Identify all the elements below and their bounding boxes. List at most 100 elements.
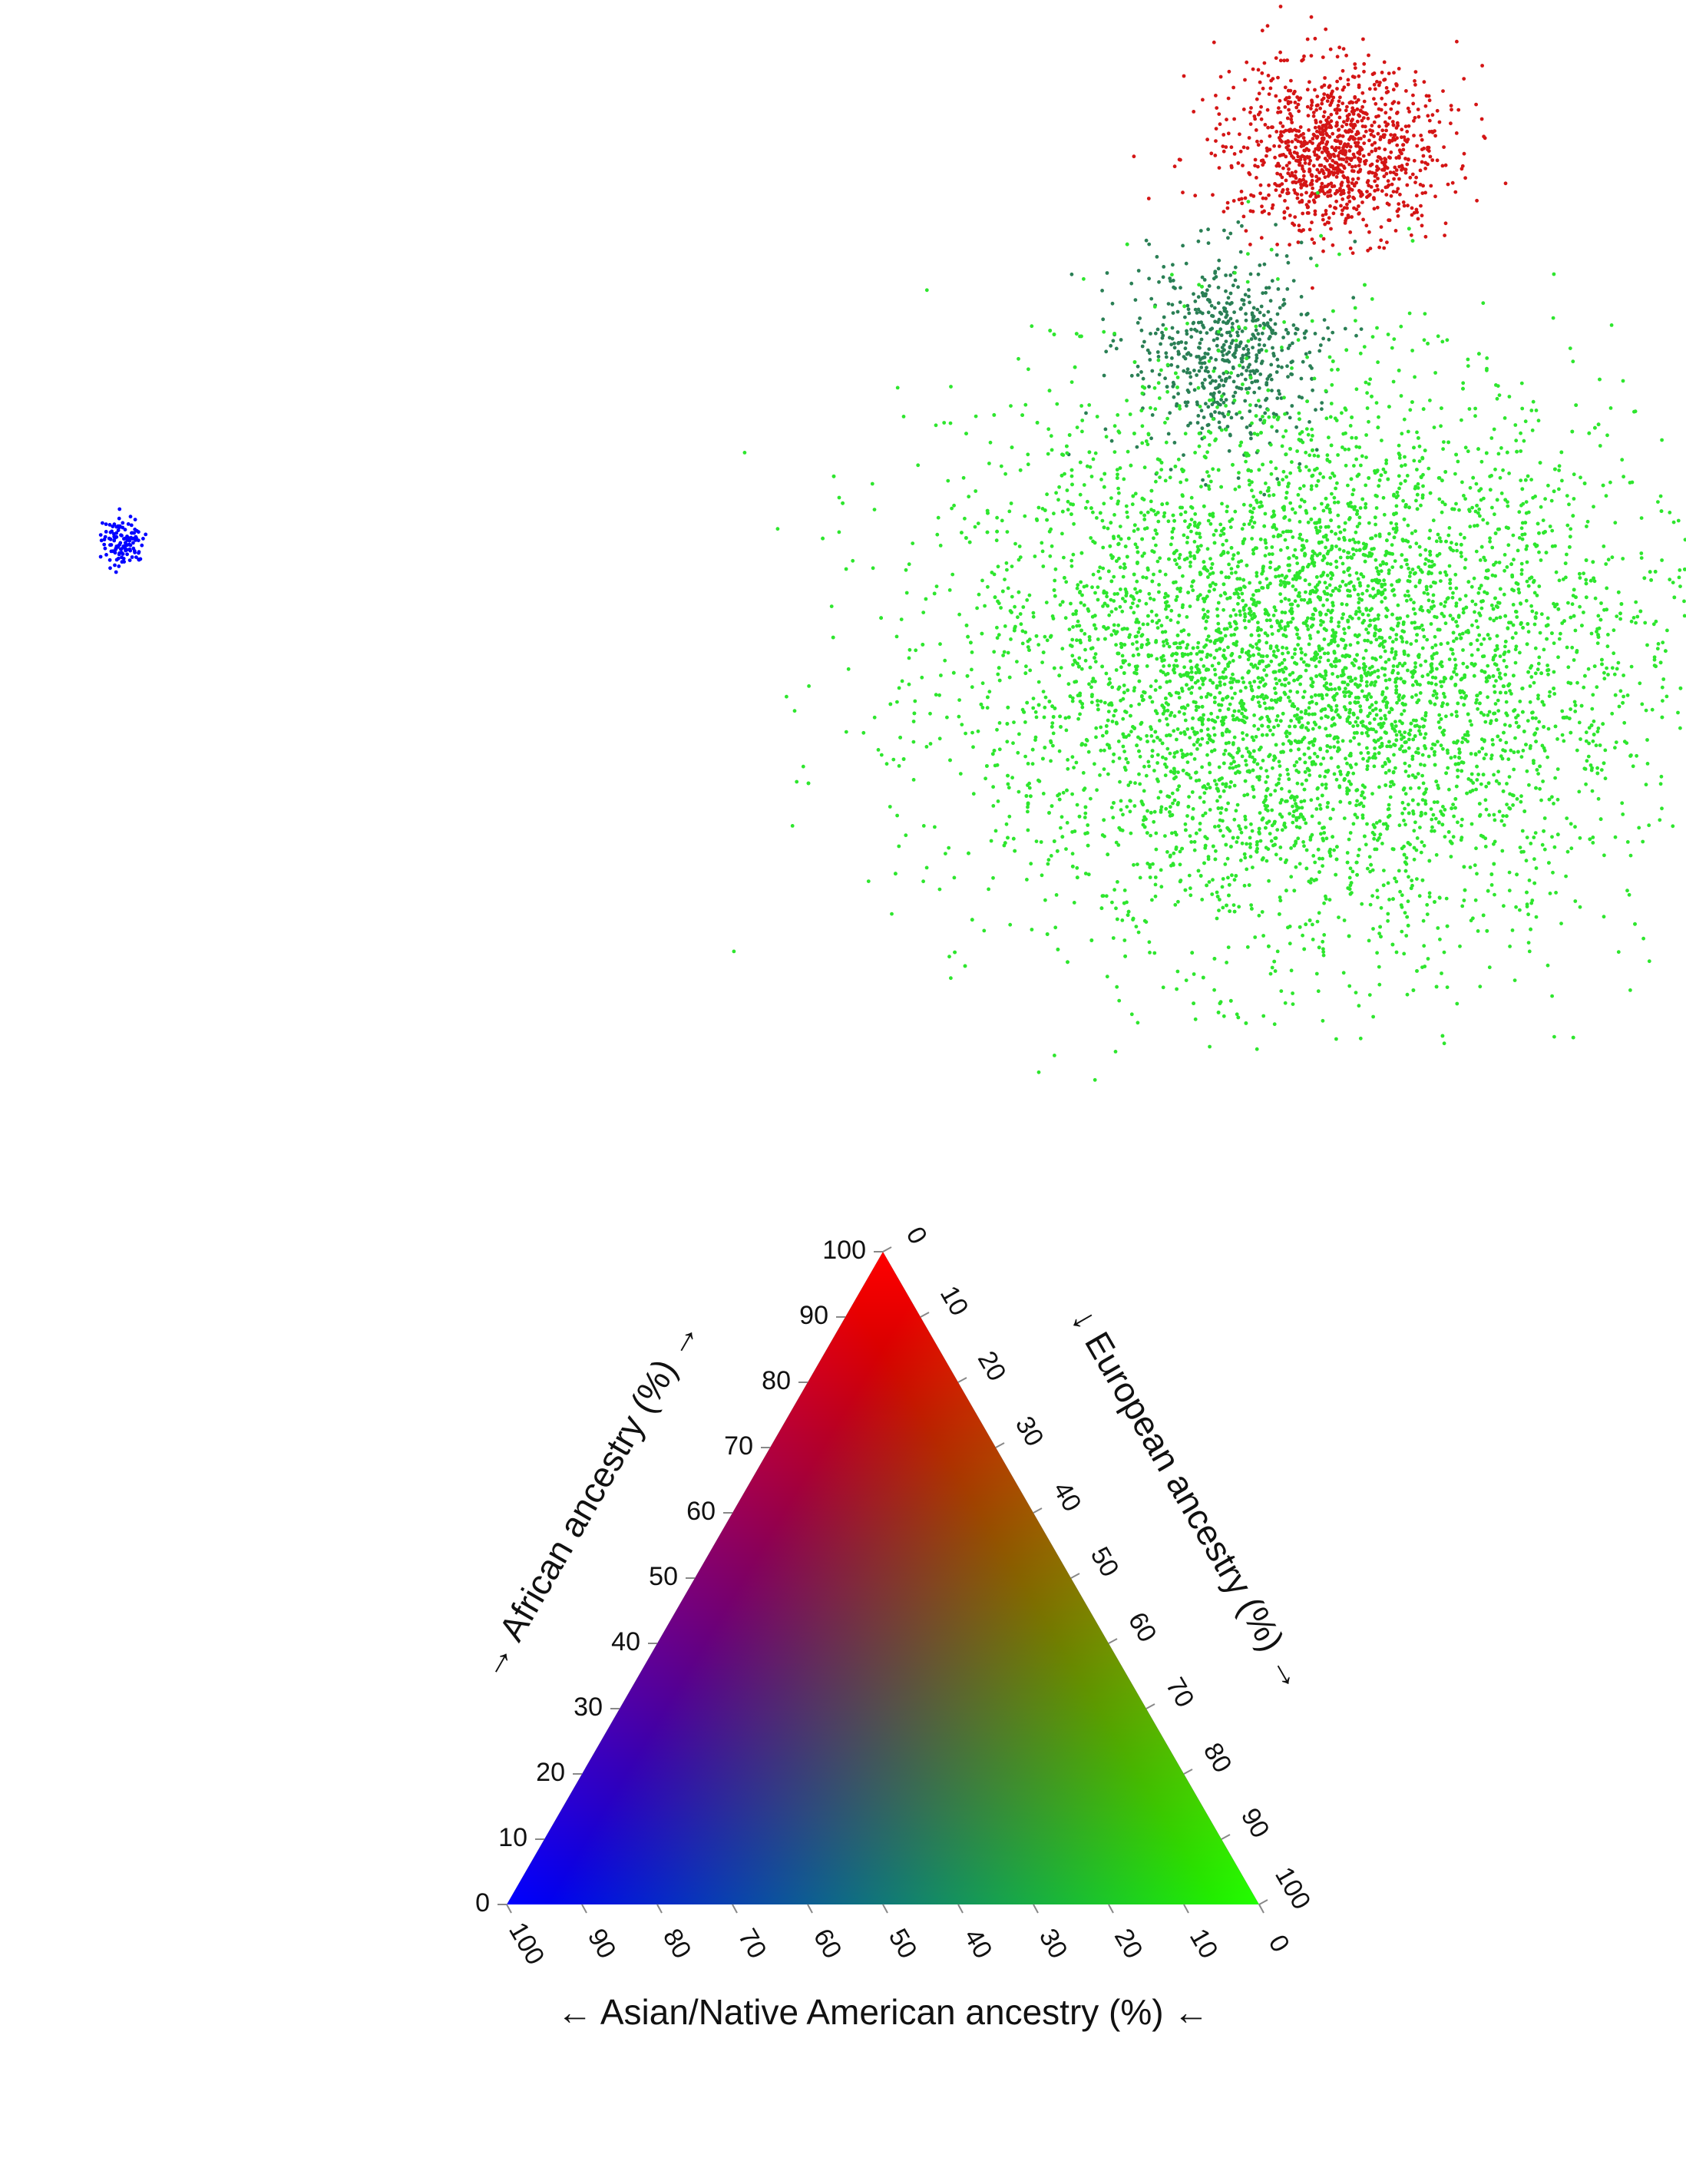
scatter-point — [1137, 627, 1142, 630]
scatter-point — [1392, 177, 1396, 181]
scatter-point — [1388, 795, 1393, 799]
scatter-point — [1241, 607, 1246, 612]
scatter-point — [1206, 422, 1211, 427]
scatter-point — [1288, 748, 1293, 753]
scatter-point — [1331, 604, 1335, 607]
scatter-point — [1300, 58, 1304, 63]
scatter-point — [1198, 535, 1202, 539]
scatter-point — [1307, 227, 1312, 232]
scatter-point — [1267, 193, 1271, 197]
scatter-point — [117, 507, 122, 511]
scatter-point — [1224, 369, 1228, 374]
scatter-point — [1426, 162, 1430, 167]
scatter-point — [1383, 120, 1387, 124]
scatter-point — [1189, 518, 1194, 521]
scatter-point — [1560, 709, 1565, 713]
scatter-point — [1410, 683, 1415, 687]
scatter-point — [1412, 158, 1417, 163]
scatter-point — [134, 536, 138, 540]
scatter-point — [1147, 940, 1152, 945]
scatter-point — [1327, 84, 1332, 88]
scatter-point — [1652, 655, 1657, 660]
scatter-point — [1207, 298, 1212, 303]
scatter-point — [1436, 783, 1440, 788]
scatter-point — [1358, 160, 1362, 164]
scatter-point — [1353, 141, 1357, 145]
scatter-point — [1586, 667, 1591, 671]
scatter-point — [1375, 326, 1379, 330]
scatter-point — [1384, 193, 1389, 197]
scatter-point — [1155, 657, 1159, 661]
scatter-point — [1122, 750, 1126, 753]
scatter-point — [1351, 137, 1356, 141]
scatter-point — [1314, 179, 1319, 184]
scatter-point — [1339, 204, 1343, 208]
scatter-point — [1199, 409, 1204, 413]
scatter-point — [1511, 803, 1515, 807]
scatter-point — [1248, 122, 1253, 127]
scatter-point — [1157, 280, 1161, 284]
scatter-point — [1297, 395, 1301, 399]
scatter-point — [1288, 501, 1293, 505]
scatter-point — [1306, 616, 1310, 620]
scatter-point — [1452, 814, 1456, 819]
scatter-point — [1202, 664, 1206, 668]
scatter-point — [1529, 478, 1533, 481]
scatter-point — [1206, 575, 1210, 579]
scatter-point — [1384, 128, 1388, 133]
scatter-point — [1495, 644, 1499, 648]
scatter-point — [1310, 319, 1314, 323]
scatter-point — [1317, 170, 1321, 175]
scatter-point — [1228, 333, 1233, 338]
scatter-point — [1209, 151, 1214, 156]
scatter-point — [1286, 375, 1290, 379]
scatter-point — [1080, 593, 1084, 597]
scatter-point — [997, 601, 1001, 605]
scatter-point — [1264, 481, 1268, 485]
scatter-point — [1329, 616, 1334, 620]
scatter-point — [1264, 807, 1268, 812]
scatter-point — [1364, 455, 1368, 459]
scatter-point — [1198, 796, 1202, 799]
scatter-point — [1247, 288, 1251, 292]
scatter-point — [1507, 870, 1512, 875]
scatter-point — [1063, 716, 1068, 720]
scatter-point — [1262, 492, 1267, 497]
scatter-point — [1175, 594, 1179, 599]
scatter-point — [1149, 499, 1153, 504]
scatter-point — [1222, 607, 1225, 612]
scatter-point — [1419, 763, 1423, 766]
scatter-point — [976, 729, 980, 733]
scatter-point — [1265, 108, 1270, 112]
scatter-point — [1274, 466, 1278, 471]
scatter-point — [1344, 151, 1348, 154]
scatter-point — [1354, 333, 1358, 338]
scatter-point — [1160, 330, 1164, 335]
scatter-point — [1235, 330, 1239, 335]
scatter-point — [1592, 505, 1595, 509]
scatter-point — [1309, 695, 1314, 699]
scatter-point — [1274, 852, 1278, 857]
scatter-point — [1166, 432, 1171, 436]
scatter-point — [1218, 683, 1222, 687]
scatter-point — [1149, 405, 1152, 410]
scatter-point — [1439, 680, 1443, 684]
scatter-point — [1231, 339, 1235, 342]
scatter-point — [1122, 938, 1127, 942]
scatter-point — [1139, 328, 1144, 333]
scatter-point — [1140, 633, 1145, 637]
scatter-point — [1145, 809, 1149, 813]
scatter-point — [1237, 485, 1241, 489]
scatter-point — [1228, 375, 1231, 379]
scatter-point — [1386, 90, 1390, 94]
scatter-point — [1515, 615, 1519, 619]
scatter-point — [1176, 341, 1181, 346]
scatter-point — [1436, 926, 1440, 930]
scatter-point — [1198, 330, 1202, 335]
scatter-point — [1125, 399, 1129, 402]
scatter-point — [1232, 878, 1237, 882]
scatter-point — [1393, 650, 1398, 654]
scatter-point — [1080, 419, 1085, 422]
scatter-point — [1315, 94, 1320, 98]
scatter-point — [1243, 196, 1248, 200]
